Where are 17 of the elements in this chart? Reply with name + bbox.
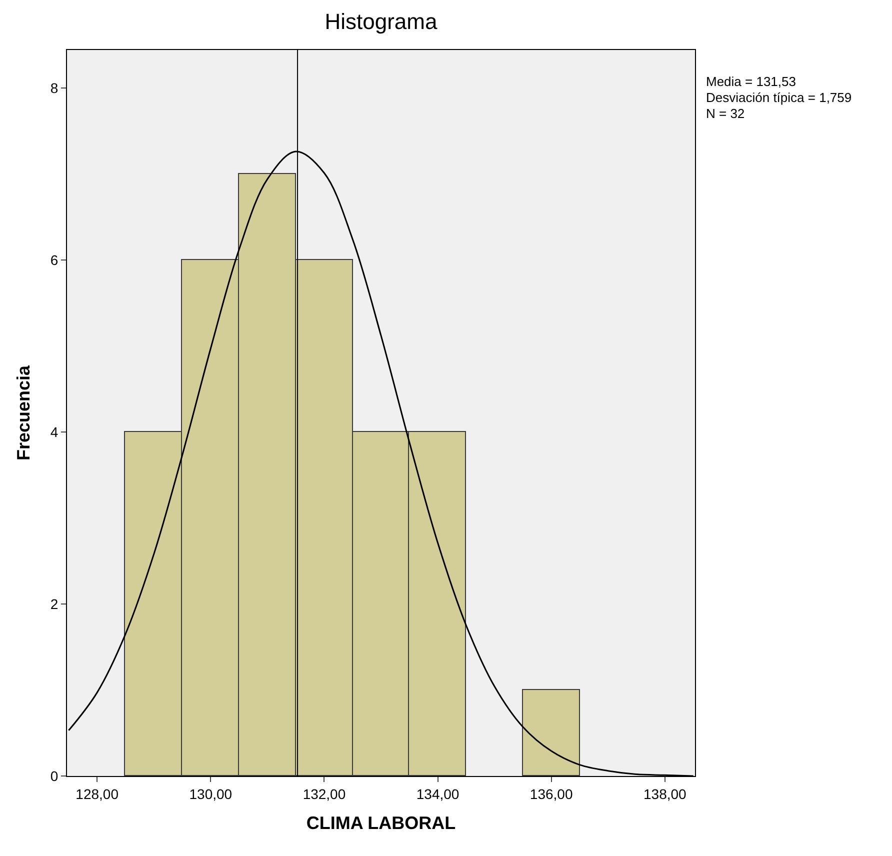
y-tick-label: 8 bbox=[50, 80, 58, 96]
x-tick-label: 130,00 bbox=[189, 786, 232, 802]
x-tick-label: 136,00 bbox=[530, 786, 573, 802]
x-tick-label: 128,00 bbox=[76, 786, 119, 802]
y-tick-label: 2 bbox=[50, 596, 58, 612]
y-axis-title: Frecuencia bbox=[14, 364, 34, 461]
y-tick-label: 4 bbox=[50, 424, 58, 440]
x-axis-title: CLIMA LABORAL bbox=[306, 812, 456, 833]
x-tick-label: 138,00 bbox=[643, 786, 687, 802]
text: N = 32 bbox=[706, 106, 745, 121]
x-tick-label: 132,00 bbox=[302, 786, 346, 802]
chart-title: Histograma bbox=[324, 9, 438, 34]
text: Desviación típica = 1,759 bbox=[706, 90, 852, 105]
x-tick-label: 134,00 bbox=[416, 786, 460, 802]
y-tick-label: 6 bbox=[50, 252, 58, 268]
text: Media = 131,53 bbox=[706, 74, 796, 89]
y-tick-label: 0 bbox=[50, 768, 58, 784]
